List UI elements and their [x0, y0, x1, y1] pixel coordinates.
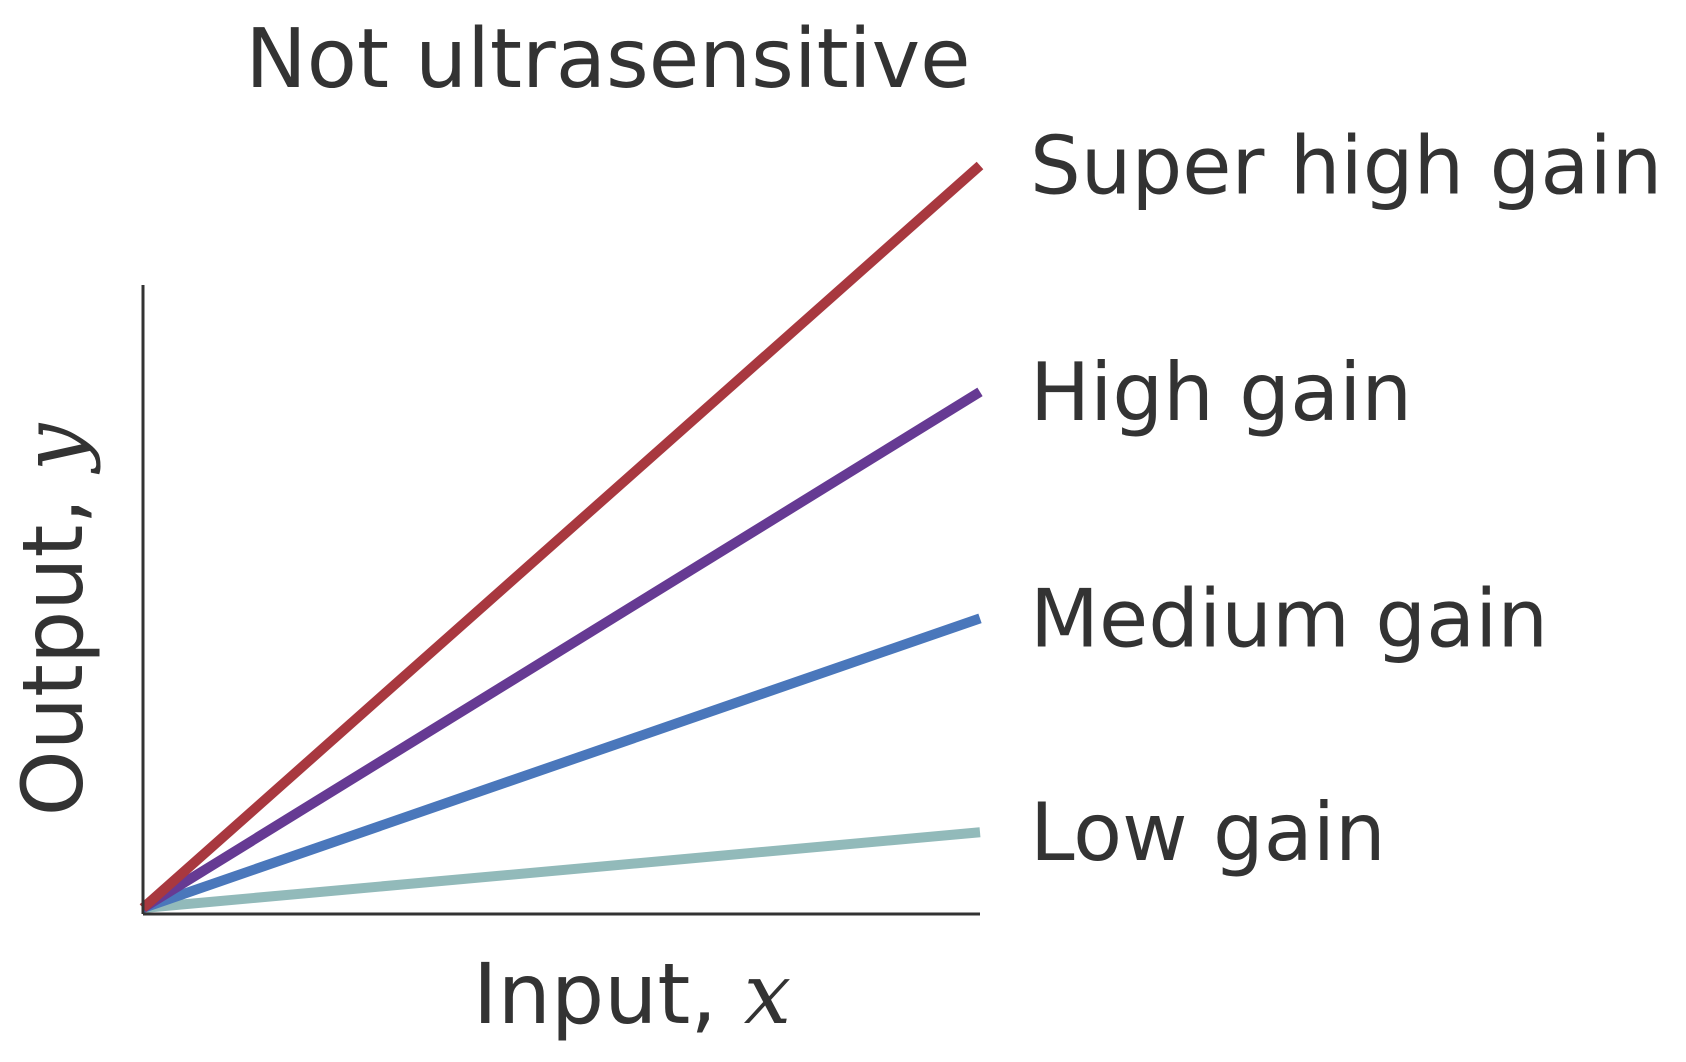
series-line-high-gain	[140, 387, 983, 913]
series-line-medium-gain	[141, 613, 982, 913]
series-line-low-gain	[142, 827, 981, 913]
y-axis-label: Output, y	[4, 422, 102, 816]
series-group	[139, 161, 984, 913]
series-label-low-gain: Low gain	[1030, 786, 1386, 879]
series-label-medium-gain: Medium gain	[1030, 572, 1548, 665]
series-label-group: Low gain Medium gain High gain Super high g…	[1030, 119, 1662, 879]
series-label-high-gain: High gain	[1030, 346, 1412, 439]
chart-title: Not ultrasensitive	[245, 12, 970, 107]
series-label-super-high-gain: Super high gain	[1030, 119, 1662, 212]
series-line-super-high-gain	[139, 161, 984, 912]
x-axis-label: Input, x	[473, 945, 791, 1043]
